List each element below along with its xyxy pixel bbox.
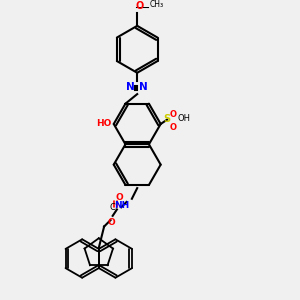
Text: C: C xyxy=(110,203,116,212)
Text: CH₃: CH₃ xyxy=(150,0,164,9)
Text: OH: OH xyxy=(178,114,191,123)
Text: O: O xyxy=(115,193,123,202)
Text: HO: HO xyxy=(96,119,112,128)
Text: N: N xyxy=(139,82,148,92)
Text: NH: NH xyxy=(115,201,130,210)
Text: N: N xyxy=(126,82,135,92)
Text: O: O xyxy=(135,1,143,11)
Text: O: O xyxy=(169,110,176,119)
Text: S: S xyxy=(163,114,170,124)
Text: O: O xyxy=(108,218,116,227)
Text: O: O xyxy=(169,123,176,132)
